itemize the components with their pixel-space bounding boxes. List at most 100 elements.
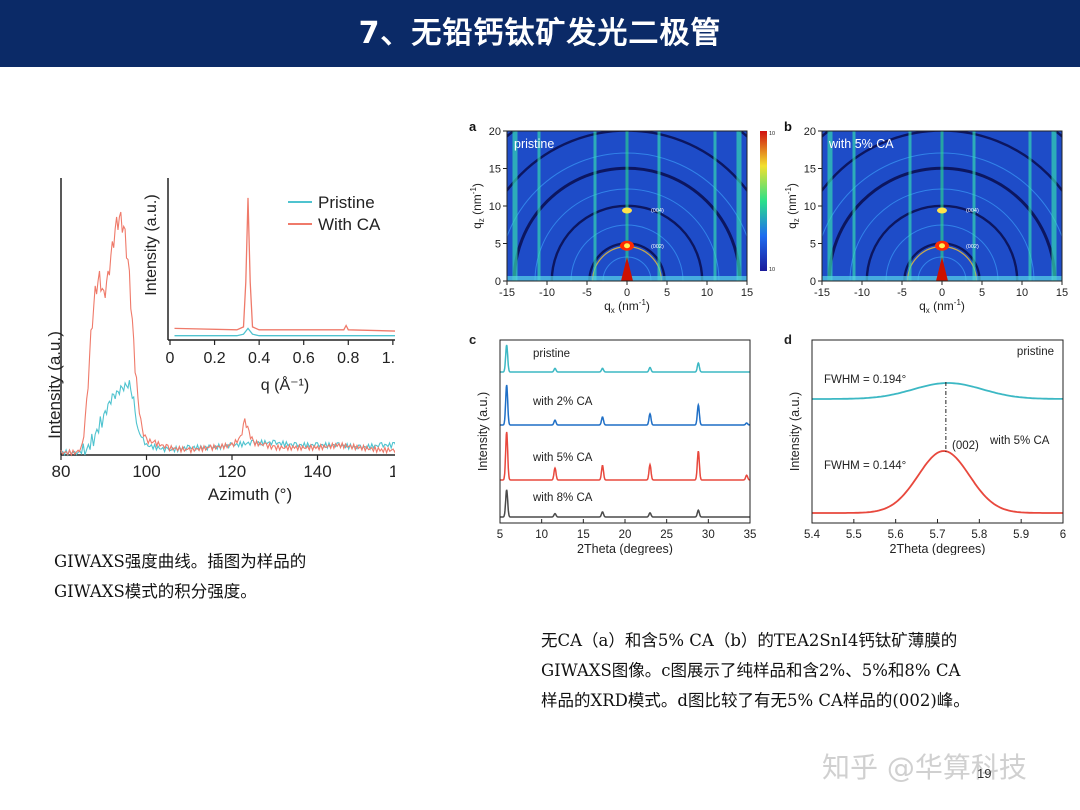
bragg-rod <box>713 131 717 281</box>
inset-x-tick-label: 1.0 <box>382 350 395 367</box>
series-line-pristine <box>60 380 395 457</box>
bragg-rod <box>972 131 976 281</box>
peak-label-002: (002) <box>651 244 664 250</box>
peak-label-002: (002) <box>966 244 979 250</box>
page-title: 7、无铅钙钛矿发光二极管 <box>358 16 722 51</box>
series-label: with 5% CA <box>532 452 593 464</box>
panel-b-annotation: with 5% CA <box>828 137 894 151</box>
xrd-trace <box>500 489 750 518</box>
xrd-panel-c: c pristine with 2% CA with 5% CA with 8% CA 5… <box>469 332 757 555</box>
x-tick-label: 5.8 <box>971 529 987 541</box>
x-tick-label: 120 <box>218 462 246 481</box>
panel-a-annotation: pristine <box>514 137 554 151</box>
x-tick-label: 10 <box>1016 287 1028 299</box>
fwhm-trace <box>812 382 1063 400</box>
y-tick-label: 0 <box>810 276 816 288</box>
with-ca-fwhm-label: FWHM = 0.144° <box>824 460 906 472</box>
x-tick-label: -5 <box>582 287 592 299</box>
peak-002-label: (002) <box>952 440 979 452</box>
x-axis-label: qx (nm-1) <box>919 298 965 313</box>
y-axis-label: qz (nm-1) <box>469 183 486 229</box>
y-axis-label: Intensity (a.u.) <box>476 392 490 471</box>
inset-line-pristine <box>174 327 395 337</box>
y-tick-label: 15 <box>489 164 501 176</box>
inset-box <box>168 178 395 343</box>
heatmap-image: (002) (004) <box>507 131 747 281</box>
peak-002-core <box>624 243 630 249</box>
x-tick-label: 35 <box>744 529 757 541</box>
right-caption: 无CA（a）和含5% CA（b）的TEA2SnI4钙钛矿薄膜的 GIWAXS图像… <box>541 626 970 716</box>
peak-label-004: (004) <box>651 208 664 214</box>
y-tick-label: 20 <box>489 126 501 138</box>
x-tick-label: 15 <box>577 529 590 541</box>
series-label: with 2% CA <box>532 396 593 408</box>
fwhm-panel-d: d pristine FWHM = 0.194° (002) with 5% CA FWH… <box>784 332 1066 555</box>
bragg-rod <box>512 131 518 281</box>
y-tick-label: 10 <box>489 201 501 213</box>
heatmap-image: (002) (004) <box>822 131 1062 281</box>
panel-c-label: c <box>469 332 476 347</box>
x-tick-label: 80 <box>52 462 71 481</box>
specular-rod <box>940 131 944 281</box>
peak-label-004: (004) <box>966 208 979 214</box>
y-tick-label: 5 <box>810 239 816 251</box>
x-tick-label: 5 <box>979 287 985 299</box>
bragg-rod <box>1051 131 1057 281</box>
inset-x-tick-label: 0.6 <box>293 350 315 367</box>
with-ca-label: with 5% CA <box>989 435 1050 447</box>
x-tick-label: 5.5 <box>846 529 862 541</box>
y-tick-label: 10 <box>804 201 816 213</box>
panel-a-panel-label: a <box>469 119 477 134</box>
legend-label-pristine: Pristine <box>318 193 375 212</box>
x-tick-label: 5.9 <box>1013 529 1029 541</box>
x-tick-label: 20 <box>619 529 632 541</box>
right-caption-line: GIWAXS图像。c图展示了纯样品和含2%、5%和8% CA <box>541 661 961 680</box>
series-label: with 8% CA <box>532 492 593 504</box>
x-tick-label: 0 <box>624 287 630 299</box>
y-axis-label: Intensity (a.u.) <box>45 331 64 439</box>
panel-b-panel-label: b <box>784 119 792 134</box>
y-tick-label: 20 <box>804 126 816 138</box>
x-tick-label: 15 <box>1056 287 1068 299</box>
x-tick-label: 100 <box>132 462 160 481</box>
x-tick-label: -5 <box>897 287 907 299</box>
x-tick-label: -15 <box>814 287 830 299</box>
x-tick-label: -10 <box>539 287 555 299</box>
x-axis-label: qx (nm-1) <box>604 298 650 313</box>
right-caption-line: 无CA（a）和含5% CA（b）的TEA2SnI4钙钛矿薄膜的 <box>541 631 958 650</box>
series-label: pristine <box>533 348 570 360</box>
colorbar-min-label: 10⁰ <box>769 266 775 273</box>
x-tick-label: 25 <box>660 529 673 541</box>
giwaxs-panel-b: (002) (004) with 5% CA b 0 5 10 15 20 -15 -10 -5 0 5 1… <box>784 119 1068 313</box>
peak-004-spot <box>937 207 947 214</box>
x-tick-label: 30 <box>702 529 715 541</box>
specular-rod <box>625 131 629 281</box>
y-axis-label: Intensity (a.u.) <box>788 392 802 471</box>
series-line-with-ca <box>60 211 395 457</box>
colorbar <box>760 131 767 271</box>
giwaxs-panel-a: (002) (004) pristine a 0 5 10 15 20 -15 -10 -5 0 5 10 1… <box>469 119 775 313</box>
x-tick-label: 5.6 <box>888 529 904 541</box>
inset-x-tick-label: 0 <box>166 350 175 367</box>
colorbar-max-label: 10² <box>769 131 775 137</box>
y-tick-label: 15 <box>804 164 816 176</box>
x-tick-label: 10 <box>535 529 548 541</box>
xrd-trace <box>500 344 750 373</box>
inset-y-axis-label: Intensity (a.u.) <box>143 194 160 295</box>
right-caption-line: 样品的XRD模式。d图比较了有无5% CA样品的(002)峰。 <box>541 691 970 710</box>
x-tick-label: 140 <box>303 462 331 481</box>
plot-frame <box>506 130 748 282</box>
x-axis-label: 2Theta (degrees) <box>577 542 673 555</box>
inset-line-with-ca <box>174 197 395 332</box>
title-bar: 7、无铅钙钛矿发光二极管 <box>0 0 1080 67</box>
panel-d-label: d <box>784 332 792 347</box>
x-tick-label: 0 <box>939 287 945 299</box>
azimuth-chart: Intensity (a.u.) 80 100 120 140 160 Azimuth … <box>45 178 395 504</box>
x-tick-label: 5 <box>664 287 670 299</box>
bragg-rod <box>537 131 541 281</box>
x-tick-label: 5 <box>497 529 503 541</box>
plot-frame <box>811 339 1064 524</box>
y-tick-label: 0 <box>495 276 501 288</box>
peak-004-spot <box>622 207 632 214</box>
xrd-trace <box>500 384 750 426</box>
